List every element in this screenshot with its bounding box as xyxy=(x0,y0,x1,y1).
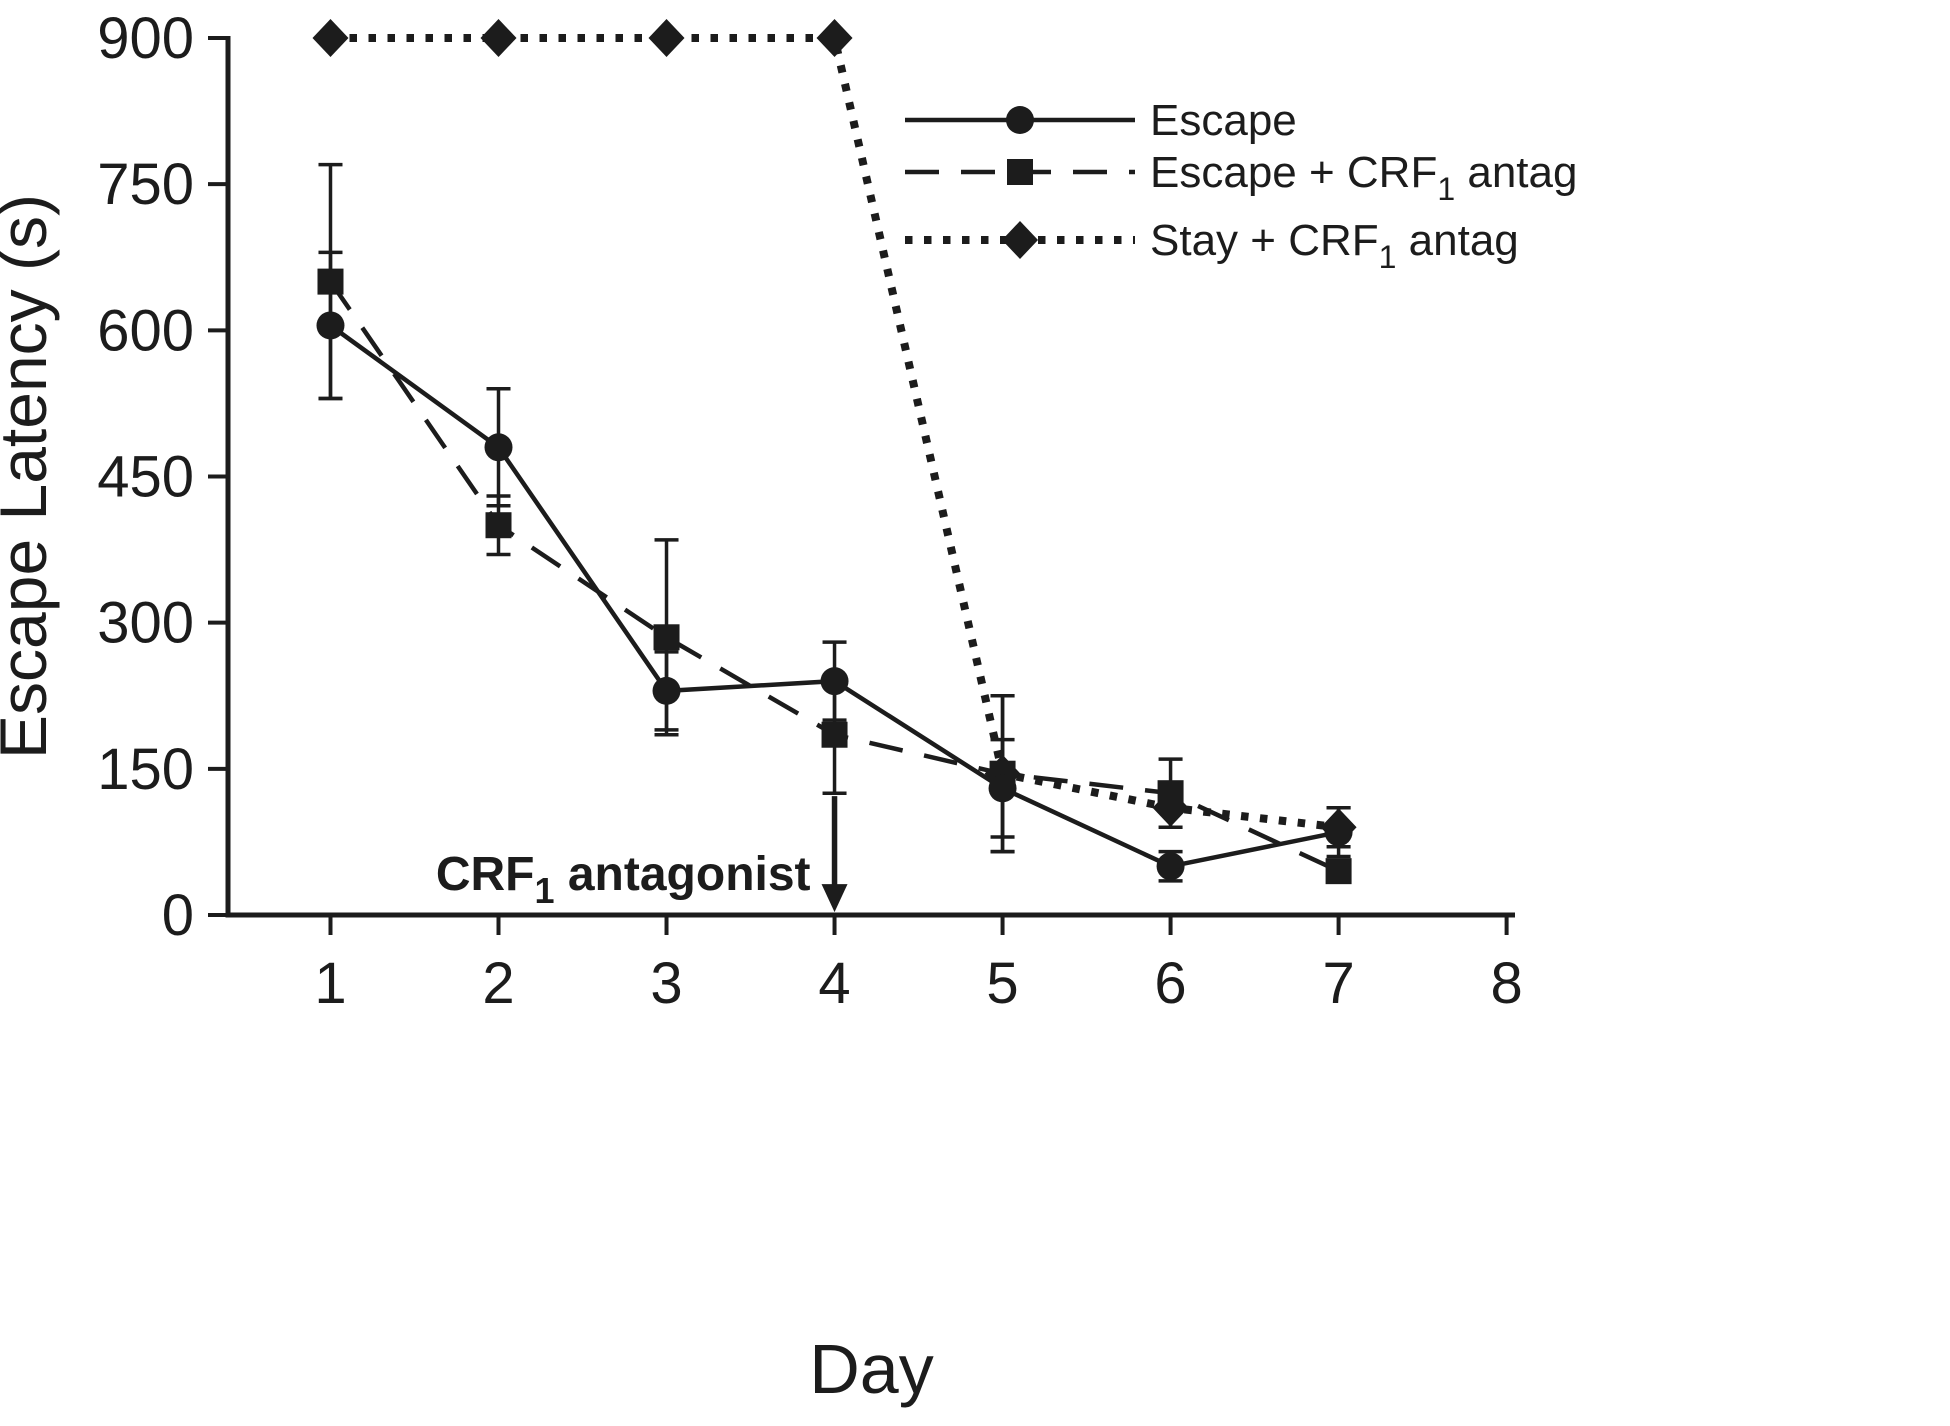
data-point-marker xyxy=(653,624,680,651)
x-tick-label: 7 xyxy=(1322,951,1354,1016)
subscript-text: 1 xyxy=(534,870,554,911)
legend-marker-icon xyxy=(1007,159,1033,185)
y-tick-label: 300 xyxy=(97,591,194,656)
label-text: Stay + CRF xyxy=(1150,216,1379,265)
data-point-marker xyxy=(1324,818,1353,847)
annotation-arrow-head-icon xyxy=(821,884,848,913)
data-point-marker xyxy=(821,721,848,748)
series-escape xyxy=(316,250,1353,883)
y-tick-label: 600 xyxy=(97,298,194,363)
legend-marker-icon xyxy=(1006,106,1034,134)
data-point-marker xyxy=(652,676,681,705)
label-text: Escape + CRF xyxy=(1150,148,1437,197)
label-text: CRF xyxy=(436,848,535,901)
label-text: Escape xyxy=(1150,96,1297,145)
legend-entry-escape-crf1-antag: Escape + CRF1 antag xyxy=(905,148,1577,207)
y-tick-label: 750 xyxy=(97,152,194,217)
legend-label: Escape + CRF1 antag xyxy=(1150,148,1577,207)
legend-entry-stay-crf1-antag: Stay + CRF1 antag xyxy=(905,216,1519,275)
data-point-marker xyxy=(648,19,685,57)
label-text: antag xyxy=(1396,216,1518,265)
data-point-marker xyxy=(312,19,349,57)
subscript-text: 1 xyxy=(1379,239,1397,275)
subscript-text: 1 xyxy=(1437,171,1455,207)
label-text: antag xyxy=(1455,148,1577,197)
label-text: antagonist xyxy=(555,848,811,901)
x-tick-label: 8 xyxy=(1490,951,1522,1016)
legend-label: Escape xyxy=(1150,96,1297,145)
data-point-marker xyxy=(820,667,849,696)
data-point-marker xyxy=(816,19,853,57)
y-axis-label: Escape Latency (s) xyxy=(0,194,60,759)
annotation: CRF1 antagonist xyxy=(436,796,848,913)
y-tick-label: 150 xyxy=(97,737,194,802)
data-point-marker xyxy=(1157,780,1184,807)
x-axis-label: Day xyxy=(809,1330,933,1408)
data-point-marker xyxy=(988,774,1017,803)
x-tick-label: 3 xyxy=(650,951,682,1016)
x-tick-label: 6 xyxy=(1154,951,1186,1016)
x-tick-label: 4 xyxy=(818,951,850,1016)
data-point-marker xyxy=(316,311,345,340)
data-point-marker xyxy=(485,512,512,539)
data-point-marker xyxy=(480,19,517,57)
data-point-marker xyxy=(484,433,513,462)
y-tick-label: 900 xyxy=(97,6,194,71)
annotation-text: CRF1 antagonist xyxy=(436,848,811,911)
x-tick-label: 1 xyxy=(314,951,346,1016)
series-escape-crf1-antag xyxy=(317,162,1352,885)
x-tick-label: 5 xyxy=(986,951,1018,1016)
x-tick-label: 2 xyxy=(482,951,514,1016)
data-point-marker xyxy=(1156,852,1185,881)
data-point-marker xyxy=(1325,858,1352,885)
legend-entry-escape: Escape xyxy=(905,96,1297,145)
y-tick-label: 450 xyxy=(97,445,194,510)
legend-marker-icon xyxy=(1002,221,1038,259)
y-tick-label: 0 xyxy=(162,883,194,948)
legend-label: Stay + CRF1 antag xyxy=(1150,216,1519,275)
